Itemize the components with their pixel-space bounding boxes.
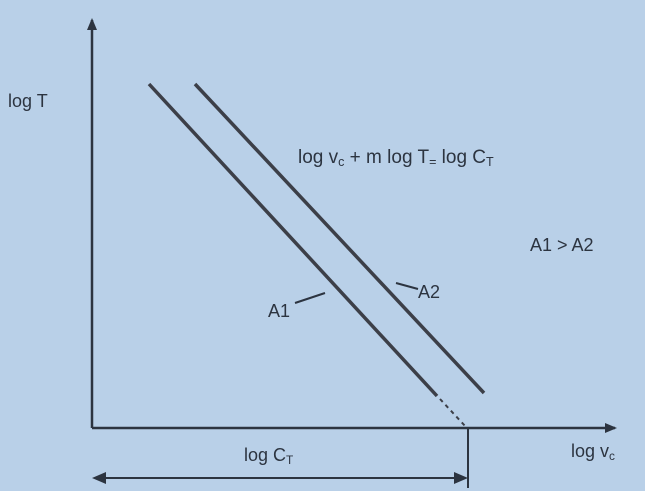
a2-leader: [395, 282, 419, 290]
intercept-label: log CT: [244, 446, 293, 467]
a1-leader: [294, 292, 326, 304]
x-axis-label-sub: c: [609, 448, 615, 463]
line-a1-label: A1: [268, 301, 291, 321]
equation-part1: log v: [298, 147, 339, 168]
inequality-label: A1 > A2: [530, 235, 594, 255]
equation-sub2: =: [429, 155, 437, 170]
equation-sub3: T: [486, 155, 494, 170]
equation-part3: log C: [436, 147, 487, 168]
dimension-arrowhead-right: [454, 472, 468, 484]
x-axis-label: log vc: [571, 442, 615, 463]
x-axis-label-main: log v: [571, 441, 610, 461]
dimension-arrowhead-left: [92, 472, 106, 484]
intercept-label-sub: T: [286, 452, 294, 467]
intercept-label-main: log C: [244, 445, 287, 465]
line-a2: [193, 82, 486, 395]
line-a1-extension: [439, 398, 467, 428]
line-a2-label: A2: [418, 282, 441, 302]
equation-sub1: c: [338, 155, 345, 170]
equation-part2: + m log T: [344, 147, 430, 168]
equation-label: log vc + m log T= log CT: [298, 148, 494, 169]
line-a1: [147, 82, 439, 398]
y-axis-label: log T: [8, 91, 48, 111]
